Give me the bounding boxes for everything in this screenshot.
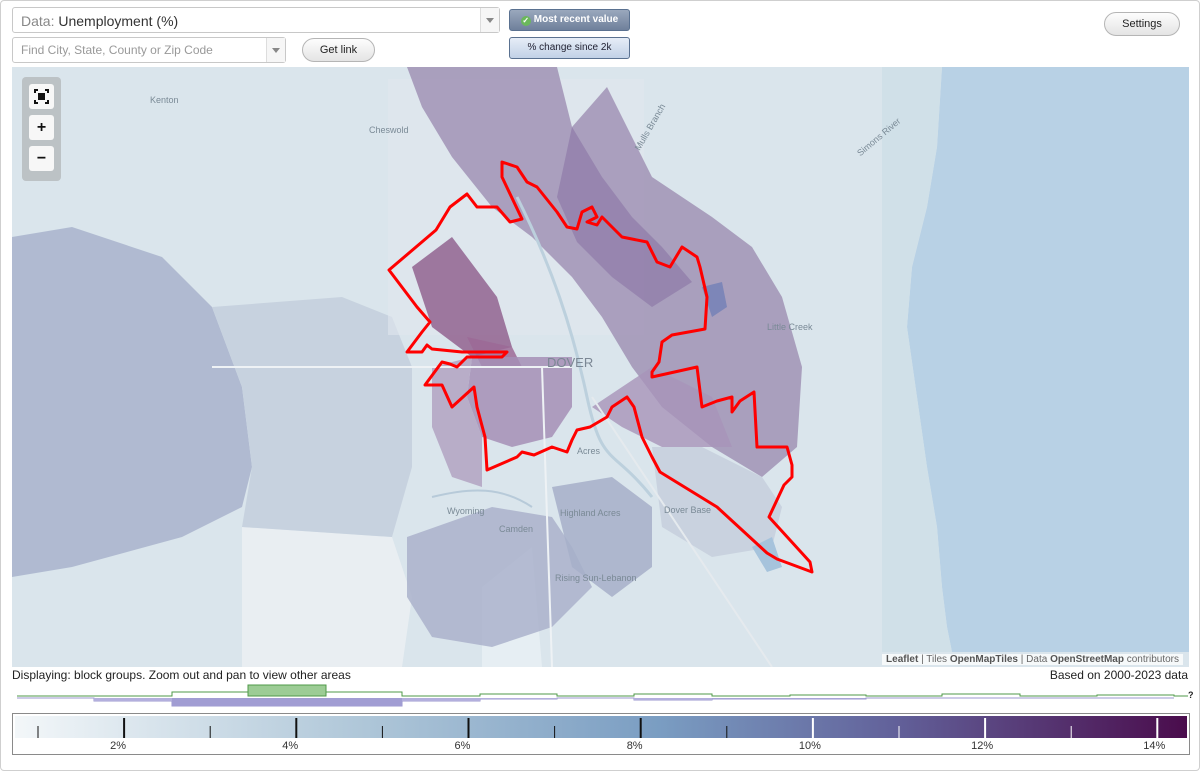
place-label-dover-base: Dover Base bbox=[664, 505, 712, 515]
attribution-data-prefix: Data bbox=[1026, 654, 1048, 665]
data-select[interactable]: Data: Unemployment (%) bbox=[12, 7, 500, 33]
legend-tick-label: 4% bbox=[282, 740, 299, 752]
road-2 bbox=[541, 366, 553, 667]
place-label-kenton: Kenton bbox=[150, 95, 179, 105]
coastal-marsh bbox=[882, 67, 952, 652]
data-select-dropdown-button[interactable] bbox=[480, 8, 499, 32]
city-boundary bbox=[387, 160, 814, 574]
block-group-south bbox=[407, 507, 592, 647]
most-recent-value-button[interactable]: ✓ Most recent value bbox=[509, 9, 630, 31]
place-label-wyoming: Wyoming bbox=[447, 506, 485, 516]
settings-button[interactable]: Settings bbox=[1104, 12, 1180, 36]
help-icon[interactable]: ? bbox=[1188, 690, 1194, 700]
zoom-in-button[interactable]: + bbox=[29, 115, 54, 140]
attribution-tiles-prefix: Tiles bbox=[926, 654, 948, 665]
location-search-input[interactable] bbox=[13, 38, 265, 62]
attribution-openmaptiles-link[interactable]: OpenMapTiles bbox=[949, 654, 1018, 665]
block-group-w2 bbox=[212, 297, 412, 537]
data-range-note: Based on 2000-2023 data bbox=[1049, 668, 1188, 682]
place-label-dover: DOVER bbox=[547, 355, 594, 370]
legend-tick-label: 8% bbox=[626, 740, 643, 752]
attribution-separator: | bbox=[921, 654, 924, 665]
zoom-out-button[interactable]: − bbox=[29, 146, 54, 171]
data-select-prefix: Data: bbox=[21, 13, 55, 29]
place-label-cheswold: Cheswold bbox=[369, 125, 409, 135]
fullscreen-icon bbox=[34, 89, 49, 104]
most-recent-value-label: Most recent value bbox=[533, 14, 619, 25]
attribution-contributors: contributors bbox=[1126, 654, 1179, 665]
attribution-leaflet-link[interactable]: Leaflet bbox=[886, 654, 919, 665]
pond bbox=[702, 282, 727, 317]
stream bbox=[431, 489, 533, 508]
location-search[interactable] bbox=[12, 37, 286, 63]
attribution-osm-link[interactable]: OpenStreetMap bbox=[1050, 654, 1124, 665]
place-label-acres: Acres bbox=[577, 446, 601, 456]
color-legend: 2% 4% 6% 8% 10% 12% 14% bbox=[12, 713, 1190, 755]
map-canvas bbox=[12, 67, 1189, 667]
zoom-control: + − bbox=[22, 77, 61, 181]
legend-tick-label: 2% bbox=[110, 740, 126, 752]
map-attribution: Leaflet | Tiles OpenMapTiles | Data Open… bbox=[882, 654, 1183, 665]
data-select-value: Unemployment (%) bbox=[58, 13, 179, 29]
checkmark-icon: ✓ bbox=[520, 16, 531, 26]
legend-tick-label: 6% bbox=[454, 740, 471, 752]
ocean bbox=[907, 67, 1189, 652]
place-label-rising-sun-lebanon: Rising Sun-Lebanon bbox=[555, 573, 637, 583]
place-label-camden: Camden bbox=[499, 524, 534, 534]
legend-tick-label: 14% bbox=[1143, 740, 1166, 752]
block-group-center bbox=[467, 357, 572, 447]
block-group-se bbox=[652, 447, 782, 557]
distribution-histogram bbox=[17, 684, 1188, 707]
block-group-west bbox=[12, 227, 252, 577]
river bbox=[515, 196, 654, 498]
block-group-dark bbox=[412, 237, 512, 357]
place-label-highland-acres: Highland Acres bbox=[560, 508, 621, 518]
percent-change-button[interactable]: % change since 2k bbox=[509, 37, 630, 59]
location-search-dropdown-button[interactable] bbox=[266, 38, 285, 62]
light-area bbox=[242, 527, 412, 667]
display-status: Displaying: block groups. Zoom out and p… bbox=[12, 668, 351, 682]
map-view[interactable]: Kenton Cheswold Mulls Branch Simons Rive… bbox=[12, 67, 1189, 667]
place-label-little-creek: Little Creek bbox=[767, 322, 813, 332]
fullscreen-button[interactable] bbox=[29, 84, 54, 109]
legend-gradient bbox=[15, 716, 1187, 738]
legend-tick-label: 10% bbox=[798, 740, 821, 752]
chevron-down-icon bbox=[272, 48, 280, 53]
get-link-button[interactable]: Get link bbox=[302, 38, 375, 62]
legend-tick-label: 12% bbox=[971, 740, 994, 752]
road-3 bbox=[591, 396, 773, 667]
block-group-east bbox=[592, 367, 732, 447]
attribution-separator: | bbox=[1020, 654, 1024, 665]
block-group-south2 bbox=[552, 477, 652, 597]
chevron-down-icon bbox=[486, 18, 494, 23]
block-group-north bbox=[407, 67, 802, 477]
